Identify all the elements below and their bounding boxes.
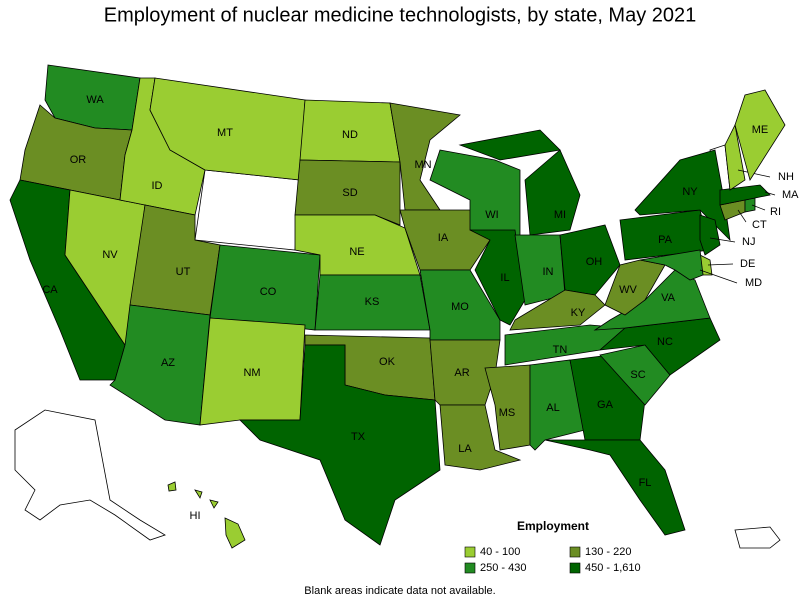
state-label: KY (571, 307, 586, 319)
state (239, 344, 441, 546)
state-label: NY (682, 186, 698, 198)
state (458, 129, 561, 161)
state (209, 499, 219, 509)
legend-title: Employment (517, 519, 589, 533)
state-label: OR (70, 154, 87, 166)
state-label: ND (342, 129, 358, 141)
state (734, 89, 786, 181)
legend-swatch (569, 546, 581, 558)
state-label: MS (499, 407, 516, 419)
state-label: NJ (742, 236, 755, 248)
state-label: VA (661, 292, 676, 304)
state-label: FL (639, 477, 652, 489)
state (439, 404, 522, 471)
blank-state (14, 409, 166, 541)
state (167, 481, 177, 492)
state-label: AR (454, 367, 469, 379)
blank-state (734, 526, 781, 549)
state-label: IN (543, 266, 554, 278)
legend-swatch (464, 562, 476, 574)
state-label: OH (586, 256, 603, 268)
state-label: AL (546, 402, 559, 414)
legend-label: 40 - 100 (480, 546, 520, 558)
state-label: AZ (161, 357, 175, 369)
leader-line (699, 269, 738, 284)
state (639, 249, 704, 281)
legend-swatch (569, 562, 581, 574)
state-label: SD (342, 187, 357, 199)
state-label: UT (176, 266, 191, 278)
state-label: MO (451, 301, 469, 313)
state-label: OK (379, 356, 396, 368)
state-label: ID (152, 180, 163, 192)
state-label: HI (190, 510, 201, 522)
state (484, 364, 531, 451)
state-label: MN (414, 159, 431, 171)
state-label: WA (86, 94, 104, 106)
state (224, 517, 246, 549)
state (559, 224, 621, 296)
state-label: CT (752, 219, 767, 231)
legend-swatch (464, 546, 476, 558)
state-label: CA (42, 284, 58, 296)
state-label: IA (438, 232, 449, 244)
leader-line (707, 263, 734, 266)
state-label: SC (630, 369, 645, 381)
state-label: NV (102, 249, 118, 261)
leader-line (751, 204, 766, 211)
legend-label: 450 - 1,610 (585, 562, 641, 574)
state-label: WV (619, 284, 637, 296)
state-label: MD (745, 277, 762, 289)
state-label: RI (770, 206, 781, 218)
state-label: WI (485, 209, 498, 221)
state-label: GA (597, 399, 614, 411)
state-label: PA (658, 234, 673, 246)
state (524, 149, 581, 236)
state (699, 214, 721, 256)
legend-label: 130 - 220 (585, 546, 631, 558)
state-label: NH (778, 171, 794, 183)
map-title: Employment of nuclear medicine technolog… (104, 4, 697, 26)
state-label: NM (243, 367, 260, 379)
leader-line (709, 237, 736, 243)
state (724, 123, 746, 191)
footnote: Blank areas indicate data not available. (304, 585, 495, 597)
state-label: MI (554, 209, 566, 221)
state-label: LA (458, 443, 472, 455)
state (719, 184, 771, 206)
leader-line (737, 209, 747, 223)
state-label: MA (782, 189, 799, 201)
legend-label: 250 - 430 (480, 562, 526, 574)
blank-state (194, 169, 301, 251)
state-label: NE (349, 246, 364, 258)
state-label: CO (260, 286, 277, 298)
state-label: KS (365, 296, 380, 308)
state (389, 102, 461, 211)
state-label: TX (351, 431, 366, 443)
state-label: ME (752, 124, 769, 136)
state-label: TN (553, 344, 568, 356)
state-label: IL (500, 272, 509, 284)
state-label: DE (740, 258, 755, 270)
state (544, 439, 686, 536)
state (194, 489, 203, 499)
leader-line (764, 191, 776, 196)
state-label: NC (657, 336, 673, 348)
state (634, 149, 731, 242)
state-label: MT (217, 127, 233, 139)
